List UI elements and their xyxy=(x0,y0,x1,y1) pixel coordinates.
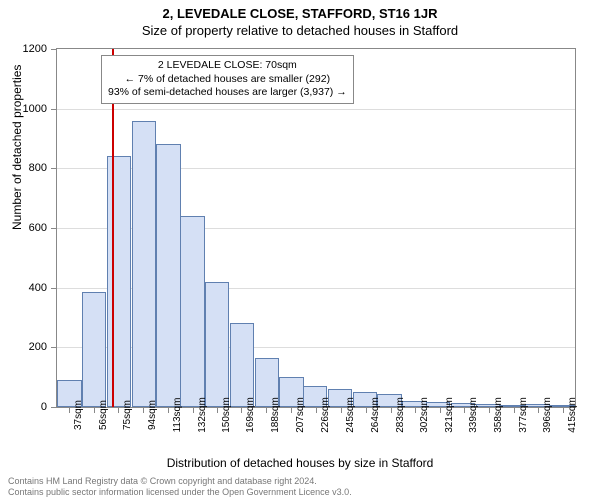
histogram-bar xyxy=(156,144,181,407)
histogram-bar xyxy=(230,323,255,407)
x-tick xyxy=(415,407,416,413)
x-tick-label: 188sqm xyxy=(270,397,281,433)
x-tick-label: 132sqm xyxy=(197,397,208,433)
y-tick xyxy=(51,49,57,50)
y-tick-label: 800 xyxy=(29,162,47,174)
x-tick xyxy=(316,407,317,413)
x-tick xyxy=(168,407,169,413)
chart-container: 2, LEVEDALE CLOSE, STAFFORD, ST16 1JR Si… xyxy=(0,0,600,500)
y-tick-label: 1000 xyxy=(23,103,47,115)
x-tick xyxy=(563,407,564,413)
x-tick xyxy=(291,407,292,413)
x-tick-label: 302sqm xyxy=(419,397,430,433)
title-line-2: Size of property relative to detached ho… xyxy=(0,23,600,38)
y-tick-label: 200 xyxy=(29,341,47,353)
x-tick xyxy=(341,407,342,413)
y-tick xyxy=(51,228,57,229)
annotation-line-2: ← 7% of detached houses are smaller (292… xyxy=(108,73,347,87)
x-tick-label: 113sqm xyxy=(172,398,183,433)
y-tick-label: 600 xyxy=(29,222,47,234)
title-area: 2, LEVEDALE CLOSE, STAFFORD, ST16 1JR Si… xyxy=(0,0,600,38)
x-tick-label: 339sqm xyxy=(468,397,479,433)
x-tick xyxy=(391,407,392,413)
x-tick-label: 56sqm xyxy=(98,400,109,430)
x-tick-label: 377sqm xyxy=(518,397,529,433)
x-tick-label: 150sqm xyxy=(221,397,232,433)
x-tick-label: 396sqm xyxy=(542,397,553,433)
y-tick xyxy=(51,288,57,289)
x-tick-label: 94sqm xyxy=(147,400,158,430)
x-tick xyxy=(538,407,539,413)
gridline xyxy=(57,109,575,110)
x-tick-label: 75sqm xyxy=(122,400,133,430)
y-tick xyxy=(51,109,57,110)
x-tick-label: 37sqm xyxy=(73,400,84,430)
x-tick xyxy=(514,407,515,413)
histogram-bar xyxy=(132,121,157,407)
x-tick xyxy=(193,407,194,413)
annotation-box: 2 LEVEDALE CLOSE: 70sqm ← 7% of detached… xyxy=(101,55,354,104)
x-tick xyxy=(143,407,144,413)
footer-attribution: Contains HM Land Registry data © Crown c… xyxy=(8,476,352,498)
x-tick-label: 226sqm xyxy=(320,397,331,433)
histogram-bar xyxy=(180,216,205,407)
title-line-1: 2, LEVEDALE CLOSE, STAFFORD, ST16 1JR xyxy=(0,6,600,21)
x-tick-label: 358sqm xyxy=(493,397,504,433)
footer-line-2: Contains public sector information licen… xyxy=(8,487,352,498)
y-tick-label: 1200 xyxy=(23,43,47,55)
y-tick-label: 400 xyxy=(29,282,47,294)
x-tick xyxy=(266,407,267,413)
x-tick xyxy=(94,407,95,413)
y-tick-label: 0 xyxy=(41,401,47,413)
annotation-line-1: 2 LEVEDALE CLOSE: 70sqm xyxy=(108,59,347,73)
x-tick-label: 321sqm xyxy=(444,397,455,433)
x-axis-title: Distribution of detached houses by size … xyxy=(0,456,600,470)
annotation-line-3: 93% of semi-detached houses are larger (… xyxy=(108,86,347,100)
histogram-bar xyxy=(107,156,132,407)
y-tick xyxy=(51,168,57,169)
x-tick xyxy=(366,407,367,413)
histogram-plot-area: 2 LEVEDALE CLOSE: 70sqm ← 7% of detached… xyxy=(56,48,576,408)
x-tick-label: 264sqm xyxy=(370,397,381,433)
x-tick xyxy=(118,407,119,413)
footer-line-1: Contains HM Land Registry data © Crown c… xyxy=(8,476,352,487)
x-tick xyxy=(69,407,70,413)
x-tick xyxy=(440,407,441,413)
x-tick-label: 207sqm xyxy=(295,397,306,433)
histogram-bar xyxy=(205,282,230,407)
y-tick xyxy=(51,347,57,348)
y-axis-title: Number of detached properties xyxy=(10,65,24,230)
x-tick xyxy=(217,407,218,413)
x-tick xyxy=(489,407,490,413)
x-tick-label: 283sqm xyxy=(395,397,406,433)
x-tick-label: 415sqm xyxy=(567,397,578,433)
histogram-bar xyxy=(82,292,107,407)
x-tick-label: 169sqm xyxy=(245,397,256,433)
x-tick xyxy=(241,407,242,413)
x-tick-label: 245sqm xyxy=(345,397,356,433)
y-tick xyxy=(51,407,57,408)
x-tick xyxy=(464,407,465,413)
